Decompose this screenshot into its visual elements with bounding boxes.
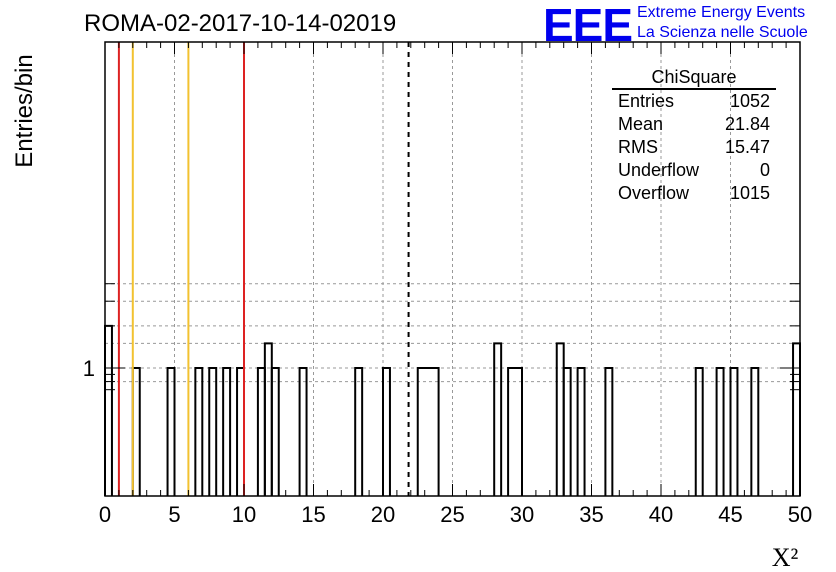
y-tick-label: 1 <box>83 356 95 381</box>
x-tick-label: 40 <box>649 502 673 527</box>
histogram-bar <box>576 367 586 496</box>
histogram-bar <box>729 367 739 496</box>
histogram-bar <box>493 342 503 496</box>
histogram-bar <box>750 367 760 496</box>
histogram-bar <box>715 367 725 496</box>
x-tick-label: 10 <box>232 502 256 527</box>
stats-box: ChiSquare Entries 1052 Mean 21.84 RMS 15… <box>612 66 776 205</box>
stats-value: 15.47 <box>724 137 770 157</box>
x-tick-label: 50 <box>788 502 812 527</box>
x-tick-labels: 0 5 10 15 20 25 30 35 40 45 50 <box>99 502 812 527</box>
histogram-bar <box>166 367 176 496</box>
stats-label: Mean <box>618 114 664 134</box>
histogram-bar <box>416 367 440 496</box>
histogram-bars <box>104 324 801 496</box>
histogram-bar <box>270 367 280 496</box>
histogram-bar <box>208 367 218 496</box>
x-tick-label: 5 <box>168 502 180 527</box>
eee-logo: EEE <box>543 0 633 51</box>
logo-line-2: La Scienza nelle Scuole <box>637 24 808 41</box>
x-tick-label: 35 <box>579 502 603 527</box>
stats-value: 1052 <box>729 91 770 111</box>
histogram-bar <box>694 367 704 496</box>
stats-value: 1015 <box>729 183 770 203</box>
stats-name: ChiSquare <box>612 66 776 90</box>
x-tick-label: 0 <box>99 502 111 527</box>
histogram-bar <box>194 367 204 496</box>
histogram-bar <box>104 324 113 496</box>
histogram-bar <box>792 342 801 496</box>
axis-ticks <box>104 42 801 496</box>
histogram-bar <box>382 367 391 496</box>
histogram-bar <box>604 367 614 496</box>
stats-label: Entries <box>618 91 675 111</box>
x-tick-label: 30 <box>510 502 534 527</box>
stats-value: 21.84 <box>724 114 770 134</box>
stats-label: RMS <box>618 137 658 157</box>
chart-title: ROMA-02-2017-10-14-02019 <box>84 10 397 37</box>
histogram-bar <box>562 367 572 496</box>
histogram-bar <box>354 367 364 496</box>
y-tick-labels: 1 <box>83 356 95 381</box>
histogram-bar <box>507 367 523 496</box>
stats-label: Underflow <box>618 160 700 180</box>
histogram-bar <box>298 367 308 496</box>
x-tick-label: 25 <box>440 502 464 527</box>
histogram-bar <box>131 367 141 496</box>
x-tick-label: 15 <box>301 502 325 527</box>
stats-value: 0 <box>759 160 770 180</box>
histogram-bar <box>236 367 245 496</box>
stats-row-overflow: Overflow 1015 <box>612 182 776 205</box>
histogram-bar <box>256 367 266 496</box>
histogram-bar <box>222 367 232 496</box>
x-axis-label: X² <box>772 543 799 572</box>
reference-lines <box>117 42 410 496</box>
stats-row-entries: Entries 1052 <box>612 90 776 113</box>
stats-row-rms: RMS 15.47 <box>612 136 776 159</box>
y-axis-label: Entries/bin <box>11 54 38 167</box>
histogram-bar <box>555 342 565 496</box>
x-tick-label: 20 <box>371 502 395 527</box>
logo-line-1: Extreme Energy Events <box>637 4 806 21</box>
stats-row-mean: Mean 21.84 <box>612 113 776 136</box>
x-tick-label: 45 <box>718 502 742 527</box>
histogram-bar <box>263 342 273 496</box>
stats-row-underflow: Underflow 0 <box>612 159 776 182</box>
stats-label: Overflow <box>618 183 690 203</box>
